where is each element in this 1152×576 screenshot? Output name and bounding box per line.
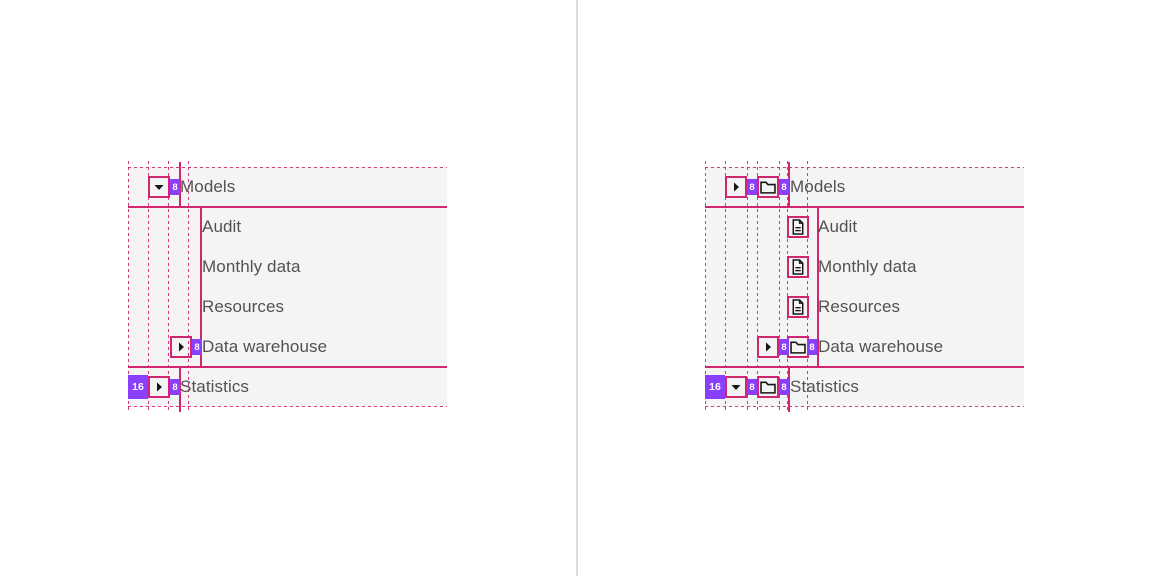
gap-measure-badge: 8 bbox=[170, 179, 180, 195]
icon-measure-box bbox=[787, 296, 809, 318]
tree-item-audit[interactable]: Audit bbox=[705, 207, 1024, 247]
tree-item-label: Monthly data bbox=[202, 257, 301, 276]
tree-item-data-warehouse[interactable]: 8 Data warehouse bbox=[128, 327, 447, 367]
folder-icon bbox=[760, 181, 776, 194]
gap-measure-badge: 8 bbox=[170, 379, 180, 395]
tree-item-label: Models bbox=[180, 177, 236, 196]
caret-measure-box bbox=[725, 176, 747, 198]
gap-measure-badge: 8 bbox=[747, 179, 757, 195]
caret-right-icon[interactable] bbox=[151, 379, 167, 395]
tree-item-data-warehouse[interactable]: 8 8 Data warehouse bbox=[705, 327, 1024, 367]
caret-right-icon[interactable] bbox=[760, 339, 776, 355]
icon-measure-box bbox=[757, 376, 779, 398]
padding-measure-badge: 16 bbox=[128, 375, 148, 399]
tree-item-label: Monthly data bbox=[818, 257, 917, 276]
caret-measure-box bbox=[170, 336, 192, 358]
tree-item-label: Data warehouse bbox=[202, 337, 328, 356]
tree-item-label: Statistics bbox=[180, 377, 250, 396]
page-divider bbox=[576, 0, 578, 576]
caret-measure-box bbox=[725, 376, 747, 398]
gap-measure-badge: 8 bbox=[779, 379, 789, 395]
gap-measure-badge: 8 bbox=[807, 339, 817, 355]
document-icon bbox=[792, 259, 804, 275]
gap-measure-badge: 8 bbox=[192, 339, 202, 355]
document-icon bbox=[792, 299, 804, 315]
caret-measure-box bbox=[148, 376, 170, 398]
folder-icon bbox=[790, 341, 806, 354]
tree-item-label: Audit bbox=[818, 217, 858, 236]
tree-with-icons-panel: 8 8 Models Audit Monthly data Resources bbox=[705, 161, 1024, 413]
tree-item-resources[interactable]: Resources bbox=[705, 287, 1024, 327]
gap-measure-badge: 8 bbox=[747, 379, 757, 395]
tree-item-audit[interactable]: Audit bbox=[128, 207, 447, 247]
caret-right-icon[interactable] bbox=[728, 179, 744, 195]
tree-item-statistics[interactable]: 16 8 Statistics bbox=[128, 367, 447, 407]
tree-item-statistics[interactable]: 16 8 8 Statistics bbox=[705, 367, 1024, 407]
folder-icon bbox=[760, 381, 776, 394]
tree-item-label: Resources bbox=[202, 297, 285, 316]
gap-measure-badge: 8 bbox=[779, 339, 789, 355]
document-icon bbox=[792, 219, 804, 235]
tree-item-monthly-data[interactable]: Monthly data bbox=[128, 247, 447, 287]
tree-item-resources[interactable]: Resources bbox=[128, 287, 447, 327]
caret-right-icon[interactable] bbox=[173, 339, 189, 355]
caret-down-icon[interactable] bbox=[728, 379, 744, 395]
icon-measure-box bbox=[787, 216, 809, 238]
padding-measure-badge: 16 bbox=[705, 375, 725, 399]
tree-item-label: Data warehouse bbox=[818, 337, 944, 356]
caret-measure-box bbox=[757, 336, 779, 358]
tree-item-label: Resources bbox=[818, 297, 901, 316]
tree-item-label: Models bbox=[790, 177, 846, 196]
icon-measure-box bbox=[787, 256, 809, 278]
icon-measure-box bbox=[787, 336, 809, 358]
gap-measure-badge: 8 bbox=[779, 179, 789, 195]
icon-measure-box bbox=[757, 176, 779, 198]
caret-down-icon[interactable] bbox=[151, 179, 167, 195]
caret-measure-box bbox=[148, 176, 170, 198]
tree-item-models[interactable]: 8 8 Models bbox=[705, 167, 1024, 207]
tree-without-icons-panel: 8 Models Audit Monthly data Resources 8 … bbox=[128, 161, 447, 413]
tree-item-monthly-data[interactable]: Monthly data bbox=[705, 247, 1024, 287]
tree-item-models[interactable]: 8 Models bbox=[128, 167, 447, 207]
tree-item-label: Statistics bbox=[790, 377, 860, 396]
tree-item-label: Audit bbox=[202, 217, 242, 236]
